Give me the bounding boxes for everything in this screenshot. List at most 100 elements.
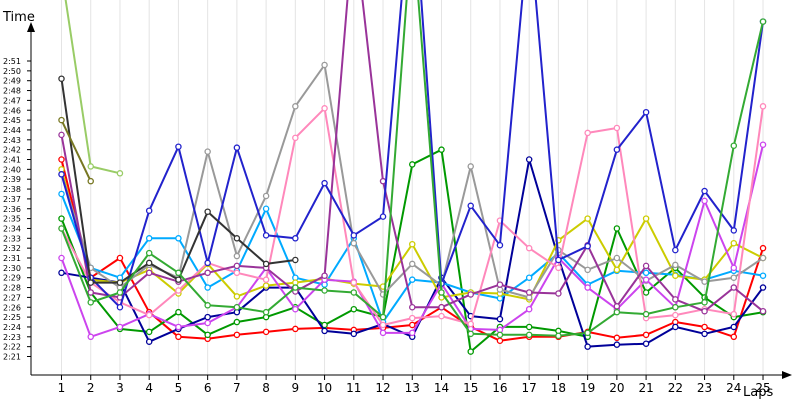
data-point <box>496 281 504 288</box>
data-point <box>613 225 621 232</box>
y-tick-label: 2:50 <box>3 67 21 76</box>
data-point <box>613 266 621 274</box>
data-point <box>730 333 738 341</box>
data-point <box>496 337 504 344</box>
data-point <box>613 341 621 348</box>
data-point <box>204 269 211 277</box>
data-point <box>87 333 94 341</box>
y-tick-label: 2:47 <box>3 96 21 105</box>
x-tick-label: 5 <box>175 381 183 395</box>
data-point <box>262 276 270 283</box>
data-point <box>350 279 358 286</box>
data-point <box>438 303 445 311</box>
data-point <box>262 232 270 239</box>
data-point <box>379 213 387 220</box>
data-point <box>584 266 591 274</box>
data-point <box>525 331 533 339</box>
x-tick-labels: 1 2 3 4 5 6 7 8 9 10 11 12 13 14 15 16 17 18 19 20 21 22 23 24 2… <box>58 375 771 395</box>
data-point <box>87 279 94 286</box>
data-point <box>496 315 504 323</box>
data-point <box>613 124 621 132</box>
data-point <box>233 144 241 151</box>
data-point <box>759 141 767 148</box>
data-point <box>467 330 474 338</box>
data-point <box>350 330 358 338</box>
data-point <box>672 272 679 279</box>
data-point <box>58 156 65 163</box>
data-point <box>233 318 241 326</box>
x-tick-label: 16 <box>492 381 507 395</box>
data-point <box>730 227 738 234</box>
x-tick-label: 7 <box>233 381 241 395</box>
y-tick-label: 2:25 <box>3 313 21 322</box>
y-tick-label: 2:51 <box>3 57 21 66</box>
y-tick-label: 2:29 <box>3 274 21 283</box>
y-tick-label: 2:24 <box>3 323 21 332</box>
data-point <box>759 103 767 110</box>
x-tick-label: 15 <box>463 381 478 395</box>
data-point <box>584 129 591 137</box>
data-point <box>759 284 767 291</box>
data-point <box>467 202 474 210</box>
data-point <box>759 254 767 262</box>
x-tick-label: 10 <box>317 381 332 395</box>
y-tick-labels: 2:212:222:232:242:252:262:272:282:292:30… <box>3 57 31 362</box>
data-point <box>87 163 94 170</box>
data-point <box>730 142 738 149</box>
data-point <box>467 163 474 170</box>
data-point <box>555 264 562 272</box>
x-tick-label: 20 <box>609 381 624 395</box>
data-point <box>409 321 416 329</box>
data-point <box>379 329 387 337</box>
data-point <box>701 299 708 306</box>
data-point <box>584 329 591 337</box>
x-tick-label: 11 <box>346 381 361 395</box>
data-point <box>642 215 650 222</box>
data-point <box>467 348 474 355</box>
data-point <box>292 235 299 242</box>
data-point <box>730 264 738 272</box>
data-point <box>642 276 650 283</box>
data-point <box>555 256 562 264</box>
data-point <box>642 331 650 339</box>
y-tick-label: 2:40 <box>3 165 21 174</box>
y-tick-label: 2:28 <box>3 284 21 293</box>
y-tick-label: 2:44 <box>3 126 21 135</box>
data-point <box>642 340 650 347</box>
data-point <box>175 235 182 242</box>
data-point <box>759 18 767 25</box>
y-tick-label: 2:33 <box>3 234 21 243</box>
data-point <box>409 240 416 248</box>
data-point <box>409 329 416 337</box>
data-point <box>58 254 65 262</box>
x-axis-title: Laps <box>743 385 773 400</box>
data-point <box>642 269 650 277</box>
y-tick-label: 2:42 <box>3 146 21 155</box>
data-point <box>525 289 533 296</box>
y-axis-title: Time <box>2 10 35 25</box>
data-point <box>321 321 328 329</box>
data-point <box>145 311 153 319</box>
y-tick-label: 2:41 <box>3 156 21 165</box>
y-tick-label: 2:49 <box>3 77 21 86</box>
data-point <box>58 75 65 82</box>
data-point <box>701 187 708 195</box>
data-point <box>642 108 650 116</box>
data-point <box>672 296 679 303</box>
data-point <box>613 334 621 342</box>
data-point <box>116 170 124 177</box>
y-tick-label: 2:46 <box>3 106 21 115</box>
data-point <box>409 276 416 283</box>
data-point <box>204 319 211 327</box>
data-point <box>613 303 621 310</box>
data-point <box>58 225 65 232</box>
data-point <box>145 207 153 214</box>
data-point <box>233 303 241 311</box>
y-tick-label: 2:45 <box>3 116 21 125</box>
x-tick-label: 9 <box>292 381 300 395</box>
y-tick-label: 2:22 <box>3 343 21 352</box>
x-tick-label: 22 <box>668 381 683 395</box>
y-tick-label: 2:31 <box>3 254 21 263</box>
data-point <box>672 303 679 311</box>
